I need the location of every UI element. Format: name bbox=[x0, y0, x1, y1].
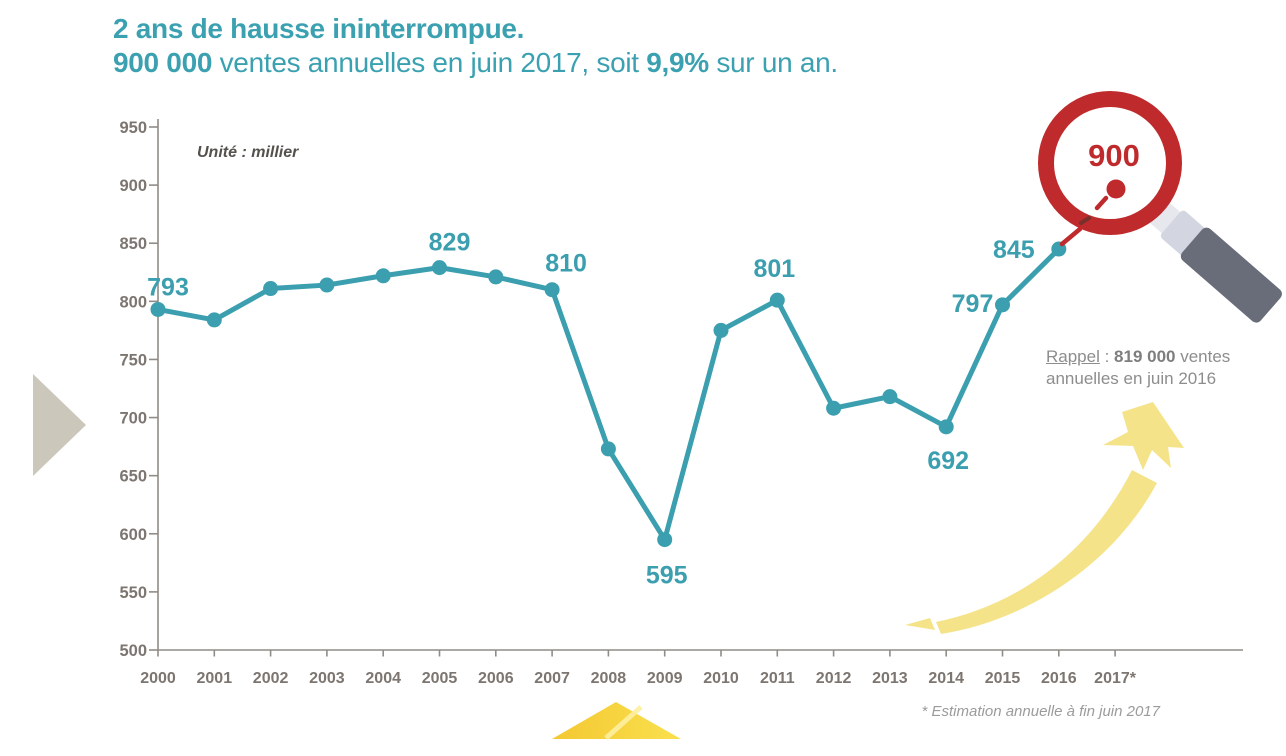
y-tick-label: 550 bbox=[119, 584, 147, 602]
magnified-line-fragment bbox=[1079, 216, 1091, 225]
data-point bbox=[657, 532, 673, 548]
red-trend-stub bbox=[1059, 226, 1083, 247]
chart-axes: 500 550 600 650 700 750 800 850 900 950 2000 2001 20… bbox=[119, 119, 1243, 687]
rappel-label: Rappel bbox=[1046, 347, 1100, 366]
x-tick-label: 2016 bbox=[1041, 670, 1077, 687]
magnifier-handle bbox=[1145, 197, 1282, 323]
x-tick-label: 2008 bbox=[591, 670, 627, 687]
rappel-line1: Rappel : 819 000 ventes bbox=[1046, 346, 1276, 368]
magnified-point-tail bbox=[1094, 195, 1109, 211]
headline-line1: 2 ans de hausse ininterrompue. bbox=[113, 13, 525, 44]
x-tick-label: 2000 bbox=[140, 670, 176, 687]
data-point bbox=[150, 301, 166, 317]
x-tick-label: 2005 bbox=[422, 670, 458, 687]
magnifier-grip bbox=[1180, 227, 1282, 323]
data-point-label: 692 bbox=[927, 447, 969, 475]
headline-line2: 900 000 ventes annuelles en juin 2017, s… bbox=[113, 46, 838, 80]
arrow-tail-brush bbox=[905, 618, 935, 630]
y-tick-label: 850 bbox=[119, 235, 147, 253]
upward-arrow-decoration bbox=[905, 402, 1184, 634]
headline-percent-value: 9,9% bbox=[646, 47, 709, 78]
data-point-label: 810 bbox=[545, 250, 587, 278]
data-point bbox=[826, 400, 842, 416]
headline-sales-value: 900 000 bbox=[113, 47, 213, 78]
arrow-shaft bbox=[936, 470, 1157, 634]
y-tick-label: 650 bbox=[119, 468, 147, 486]
headline-end-text: sur un an. bbox=[708, 47, 838, 78]
bottom-triangle-decoration bbox=[552, 702, 681, 740]
unit-label: Unité : millier bbox=[197, 144, 299, 161]
bottom-triangle-streak bbox=[604, 705, 643, 740]
data-point-label: 797 bbox=[952, 290, 994, 318]
footnote: * Estimation annuelle à fin juin 2017 bbox=[921, 703, 1161, 720]
magnifier-value-label: 900 bbox=[1088, 138, 1140, 173]
data-point-label: 801 bbox=[753, 255, 795, 283]
data-point-label: 829 bbox=[429, 229, 471, 257]
x-tick-label: 2006 bbox=[478, 670, 514, 687]
x-tick-label: 2007 bbox=[534, 670, 570, 687]
x-tick-label: 2014 bbox=[928, 670, 964, 687]
y-tick-label: 800 bbox=[119, 293, 147, 311]
data-point-label: 793 bbox=[147, 273, 189, 301]
data-point bbox=[713, 322, 729, 338]
data-point bbox=[263, 281, 279, 297]
left-triangle-decoration bbox=[33, 374, 86, 476]
magnifier-neck bbox=[1145, 197, 1184, 236]
bottom-triangle-shape bbox=[552, 702, 681, 739]
x-tick-label: 2013 bbox=[872, 670, 908, 687]
y-tick-label: 750 bbox=[119, 351, 147, 369]
y-tick-label: 700 bbox=[119, 410, 147, 428]
data-point bbox=[769, 292, 785, 308]
rappel-rest: ventes bbox=[1175, 347, 1231, 366]
series-line bbox=[155, 246, 1062, 543]
x-tick-label: 2004 bbox=[365, 670, 401, 687]
x-tick-label: 2009 bbox=[647, 670, 683, 687]
headline: 2 ans de hausse ininterrompue. 900 000 v… bbox=[113, 12, 838, 80]
magnifier: 900 bbox=[1038, 91, 1282, 323]
y-tick-label: 600 bbox=[119, 526, 147, 544]
x-tick-label: 2001 bbox=[197, 670, 233, 687]
data-point bbox=[544, 282, 560, 298]
data-point bbox=[432, 260, 447, 276]
x-tick-label: 2011 bbox=[760, 670, 795, 687]
data-point bbox=[488, 269, 504, 285]
data-point bbox=[375, 268, 391, 284]
data-point bbox=[938, 419, 954, 435]
data-point bbox=[206, 312, 222, 328]
y-tick-label: 950 bbox=[119, 119, 147, 137]
magnified-data-point bbox=[1106, 179, 1126, 199]
x-tick-label: 2003 bbox=[309, 670, 345, 687]
rappel-annotation: Rappel : 819 000 ventes annuelles en jui… bbox=[1046, 346, 1276, 390]
x-tick-label: 2010 bbox=[703, 670, 739, 687]
headline-mid-text: ventes annuelles en juin 2017, soit bbox=[212, 47, 647, 78]
x-tick-label: 2017* bbox=[1094, 670, 1137, 687]
y-tick-label: 500 bbox=[119, 642, 147, 660]
chart-series: 793 829 810 595 801 692 797 845 bbox=[147, 229, 1067, 590]
data-point-label: 595 bbox=[646, 562, 688, 590]
rappel-value: 819 000 bbox=[1114, 347, 1176, 366]
data-point bbox=[319, 277, 335, 293]
rappel-colon: : bbox=[1099, 347, 1115, 366]
data-point bbox=[882, 389, 898, 405]
arrow-head bbox=[1103, 402, 1184, 470]
x-tick-label: 2015 bbox=[985, 670, 1021, 687]
data-point bbox=[600, 441, 616, 457]
magnifier-ring bbox=[1038, 91, 1182, 235]
x-tick-label: 2012 bbox=[816, 670, 852, 687]
rappel-line2: annuelles en juin 2016 bbox=[1046, 369, 1217, 388]
x-tick-label: 2002 bbox=[253, 670, 289, 687]
y-tick-label: 900 bbox=[119, 177, 147, 195]
data-point-label: 845 bbox=[993, 236, 1035, 264]
data-point bbox=[995, 297, 1010, 313]
